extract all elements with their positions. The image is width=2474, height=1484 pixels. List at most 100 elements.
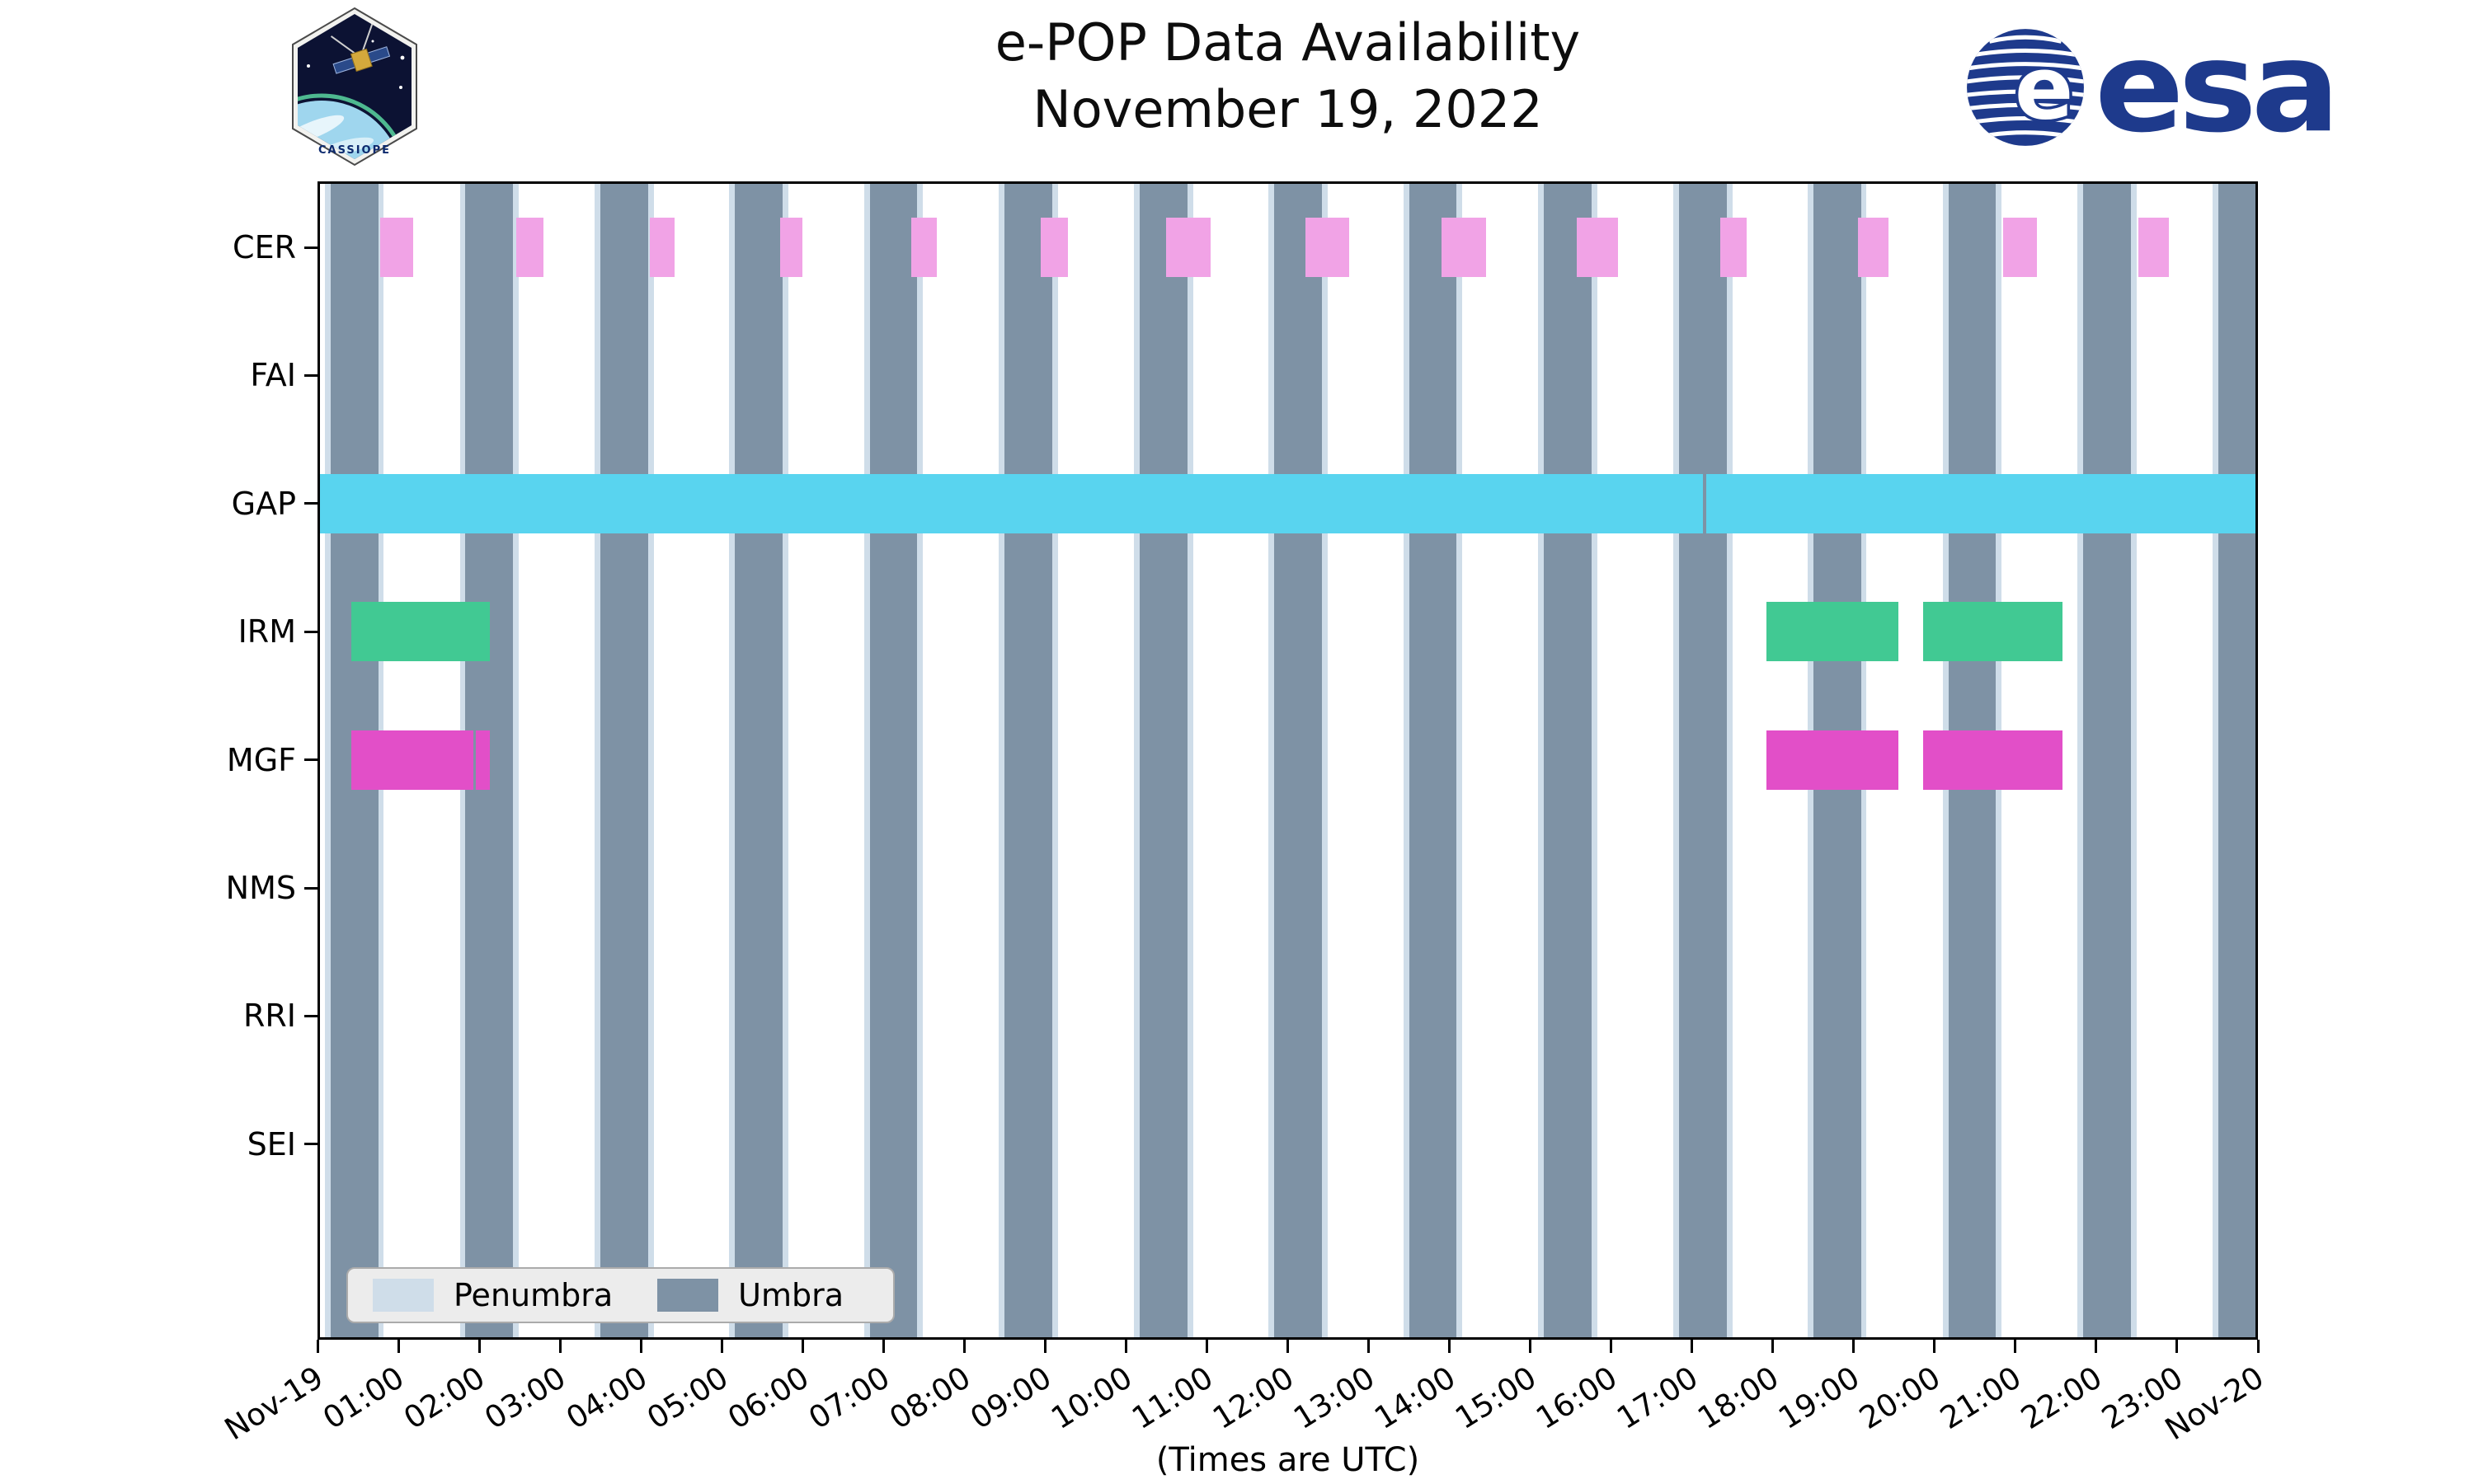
data-bar-cer [1720,218,1747,277]
x-tick-label: 17:00 [1611,1360,1705,1436]
y-axis-label-irm: IRM [238,613,296,650]
x-tick [639,1340,642,1353]
y-axis-label-nms: NMS [225,870,296,906]
legend-label-umbra: Umbra [738,1277,844,1313]
data-bar-mgf [476,730,490,790]
data-bar-cer [1857,218,1888,277]
umbra-band [1004,181,1053,1340]
y-axis-label-sei: SEI [247,1125,296,1162]
x-tick [2175,1340,2179,1353]
x-tick [1852,1340,1856,1353]
data-bar-cer [516,218,543,277]
x-tick [2256,1340,2260,1353]
data-bar-gap [1706,473,2258,533]
data-bar-cer [1305,218,1349,277]
data-bar-mgf [1766,730,1898,790]
x-tick-label: 04:00 [559,1360,653,1436]
data-bar-cer [2003,218,2038,277]
x-tick [1448,1340,1451,1353]
chart-title-line2: November 19, 2022 [1032,78,1543,139]
x-tick [1610,1340,1613,1353]
x-tick-label: Nov-19 [219,1360,330,1448]
aurora-arc [298,93,410,159]
x-tick-label: 13:00 [1287,1360,1381,1436]
x-tick [1367,1340,1371,1353]
esa-logo: e esa [1963,13,2340,161]
cassiope-patch-graphic: CASSIOPE [292,7,417,167]
data-bar-irm [1923,602,2062,662]
x-tick-label: 14:00 [1368,1360,1462,1436]
satellite [330,18,391,74]
x-tick [397,1340,400,1353]
y-tick [304,502,317,505]
data-bar-cer [1166,218,1211,277]
x-tick [1529,1340,1532,1353]
x-tick [558,1340,562,1353]
x-tick [801,1340,804,1353]
umbra-band [600,181,648,1340]
x-tick-label: 20:00 [1853,1360,1947,1436]
x-tick [1691,1340,1694,1353]
y-tick [304,1143,317,1146]
data-bar-cer [1577,218,1618,277]
y-axis-label-gap: GAP [231,485,296,522]
x-tick [1286,1340,1289,1353]
x-tick-label: 22:00 [2015,1360,2109,1436]
chart-title: e-POP Data Availability November 19, 202… [317,10,2258,143]
data-bar-irm [1766,602,1898,662]
x-tick [962,1340,966,1353]
x-tick [2014,1340,2017,1353]
x-axis-caption: (Times are UTC) [1155,1441,1420,1479]
y-tick [304,758,317,762]
x-tick [1124,1340,1127,1353]
chart-title-line1: e-POP Data Availability [995,12,1581,73]
x-tick [1771,1340,1775,1353]
y-tick [304,246,317,249]
esa-wordmark: esa [2095,13,2340,161]
umbra-band [1140,181,1188,1340]
y-axis-label-rri: RRI [242,998,296,1035]
esa-globe-icon: e [1967,29,2084,146]
x-tick-label: 18:00 [1691,1360,1785,1436]
x-tick-label: 03:00 [478,1360,572,1436]
data-bar-cer [1441,218,1486,277]
y-axis-label-cer: CER [233,229,296,265]
x-tick-label: 05:00 [640,1360,734,1436]
x-tick [720,1340,723,1353]
data-bar-cer [910,218,937,277]
legend-swatch-umbra [657,1279,719,1312]
plot-area: Penumbra Umbra [317,181,2258,1340]
x-tick-label: 09:00 [963,1360,1058,1436]
umbra-band [869,181,918,1340]
x-tick-label: 12:00 [1206,1360,1300,1436]
legend-label-penumbra: Penumbra [454,1277,614,1313]
x-tick-label: 02:00 [397,1360,492,1436]
x-tick [2095,1340,2098,1353]
y-tick [304,373,317,377]
x-tick-label: 01:00 [317,1360,411,1436]
x-tick-label: 10:00 [1044,1360,1139,1436]
data-bar-mgf [351,730,474,790]
umbra-band [1409,181,1457,1340]
umbra-band [1679,181,1727,1340]
y-tick [304,886,317,890]
data-bar-cer [779,218,803,277]
x-tick-label: 15:00 [1449,1360,1543,1436]
umbra-band [2218,181,2258,1340]
x-tick [316,1340,319,1353]
legend: Penumbra Umbra [346,1267,896,1323]
y-tick [304,630,317,633]
x-tick [1205,1340,1208,1353]
cassiope-mission-patch: CASSIOPE [289,7,421,170]
x-tick-label: 21:00 [1934,1360,2028,1436]
umbra-band [734,181,783,1340]
data-bar-cer [1041,218,1068,277]
x-tick-label: 11:00 [1126,1360,1220,1436]
x-tick-label: 06:00 [721,1360,816,1436]
y-axis-label-fai: FAI [250,357,296,394]
data-bar-mgf [1923,730,2062,790]
data-bar-cer [649,218,675,277]
x-tick-label: 07:00 [802,1360,896,1436]
data-bar-cer [2138,218,2170,277]
x-tick [477,1340,481,1353]
